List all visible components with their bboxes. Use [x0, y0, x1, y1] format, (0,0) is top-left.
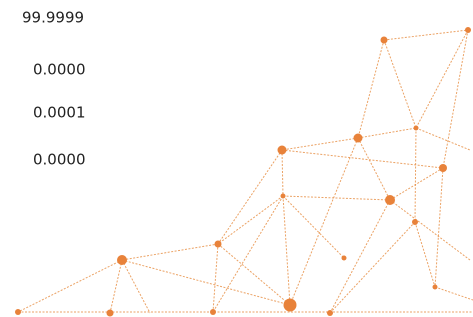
page: 99.9999 0.0000 0.0001 0.0000 (() => { co… [0, 0, 473, 317]
value-text: 99.9999 [22, 9, 84, 27]
value-text: 0.0000 [33, 61, 86, 79]
screen: 99.9999 0.0000 0.0001 0.0000 [0, 0, 473, 317]
value-text: 0.0000 [33, 151, 86, 169]
value-text: 0.0001 [33, 104, 86, 122]
